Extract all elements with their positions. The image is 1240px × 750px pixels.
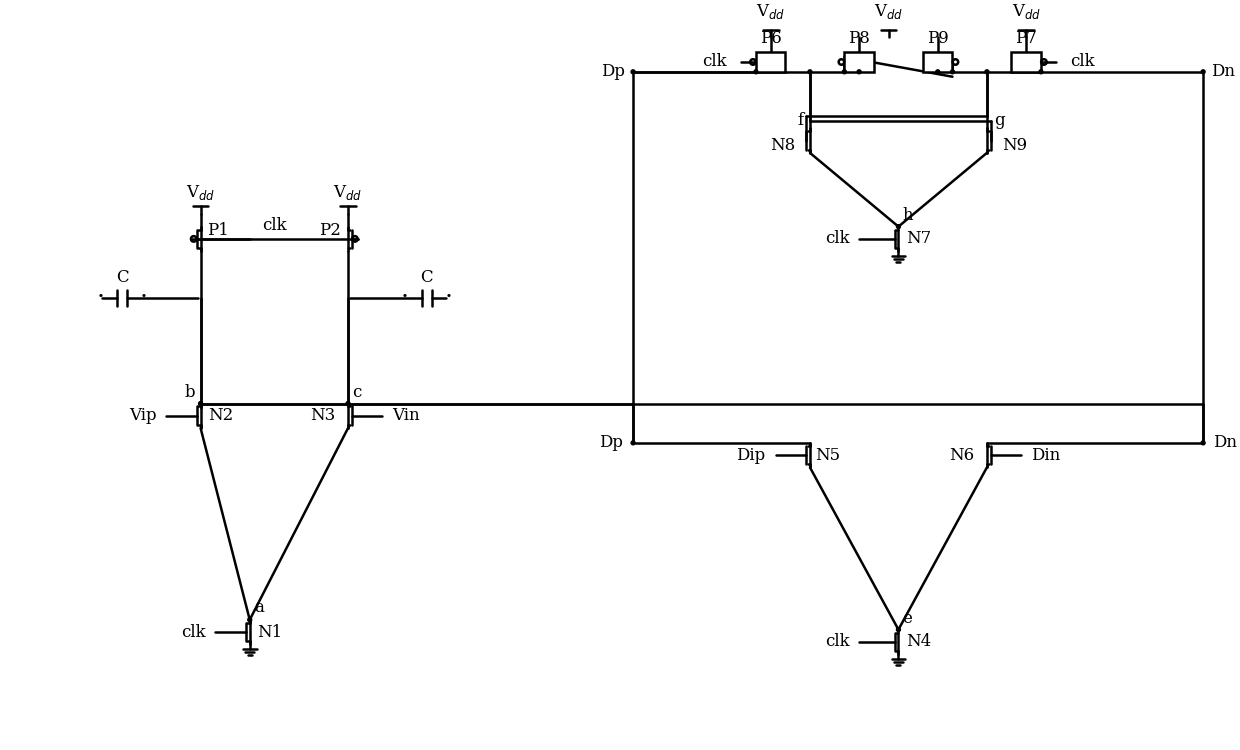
- Circle shape: [198, 401, 202, 406]
- Text: N4: N4: [906, 634, 931, 650]
- Text: Dn: Dn: [1211, 63, 1235, 80]
- Text: V$_{dd}$: V$_{dd}$: [874, 2, 903, 21]
- Text: C: C: [420, 269, 433, 286]
- Text: c: c: [352, 383, 361, 400]
- Text: f: f: [797, 112, 804, 129]
- Text: e: e: [903, 610, 913, 627]
- Text: Dn: Dn: [1213, 434, 1238, 451]
- Circle shape: [754, 70, 758, 74]
- Circle shape: [631, 70, 635, 74]
- Text: Vin: Vin: [392, 407, 420, 424]
- Text: V$_{dd}$: V$_{dd}$: [1012, 2, 1040, 21]
- Circle shape: [897, 628, 900, 632]
- Text: ·: ·: [140, 286, 148, 310]
- Text: clk: clk: [181, 623, 206, 640]
- Circle shape: [631, 441, 635, 445]
- Text: a: a: [254, 598, 264, 616]
- Text: Dip: Dip: [737, 447, 766, 464]
- Text: N6: N6: [949, 447, 975, 464]
- Bar: [1012, 53, 1040, 72]
- Text: N5: N5: [815, 447, 839, 464]
- Text: P8: P8: [848, 30, 870, 47]
- Text: g: g: [993, 112, 1004, 129]
- Text: clk: clk: [702, 53, 727, 70]
- Text: V$_{dd}$: V$_{dd}$: [334, 182, 362, 202]
- Circle shape: [1202, 70, 1205, 74]
- Text: N3: N3: [310, 407, 335, 424]
- Text: N1: N1: [258, 623, 283, 640]
- Text: clk: clk: [262, 217, 286, 234]
- Text: P2: P2: [319, 222, 341, 239]
- Text: Dp: Dp: [601, 63, 625, 80]
- Bar: [844, 53, 874, 72]
- Bar: [756, 53, 785, 72]
- Text: clk: clk: [1070, 53, 1095, 70]
- Text: ·: ·: [97, 286, 104, 310]
- Text: b: b: [185, 383, 196, 400]
- Circle shape: [808, 70, 812, 74]
- Text: P9: P9: [926, 30, 949, 47]
- Text: C: C: [115, 269, 128, 286]
- Text: V$_{dd}$: V$_{dd}$: [186, 182, 216, 202]
- Text: Vip: Vip: [129, 407, 156, 424]
- Circle shape: [842, 70, 847, 74]
- Text: clk: clk: [825, 634, 849, 650]
- Text: V$_{dd}$: V$_{dd}$: [756, 2, 785, 21]
- Text: h: h: [903, 207, 913, 224]
- Text: N7: N7: [906, 230, 931, 248]
- Text: ·: ·: [401, 286, 409, 310]
- Text: P7: P7: [1016, 30, 1037, 47]
- Circle shape: [1202, 441, 1205, 445]
- Text: Dp: Dp: [599, 434, 624, 451]
- Circle shape: [936, 70, 940, 74]
- Text: P6: P6: [760, 30, 781, 47]
- Circle shape: [897, 225, 900, 229]
- Circle shape: [248, 618, 252, 622]
- Circle shape: [985, 70, 988, 74]
- Circle shape: [857, 70, 861, 74]
- Text: N2: N2: [208, 407, 233, 424]
- Circle shape: [346, 401, 350, 406]
- Text: Din: Din: [1032, 447, 1060, 464]
- Text: ·: ·: [444, 286, 453, 310]
- Text: N9: N9: [1002, 137, 1027, 154]
- Text: P1: P1: [207, 222, 229, 239]
- Circle shape: [1039, 70, 1043, 74]
- Text: N8: N8: [770, 137, 795, 154]
- Bar: [923, 53, 952, 72]
- Circle shape: [951, 70, 955, 74]
- Text: clk: clk: [825, 230, 849, 248]
